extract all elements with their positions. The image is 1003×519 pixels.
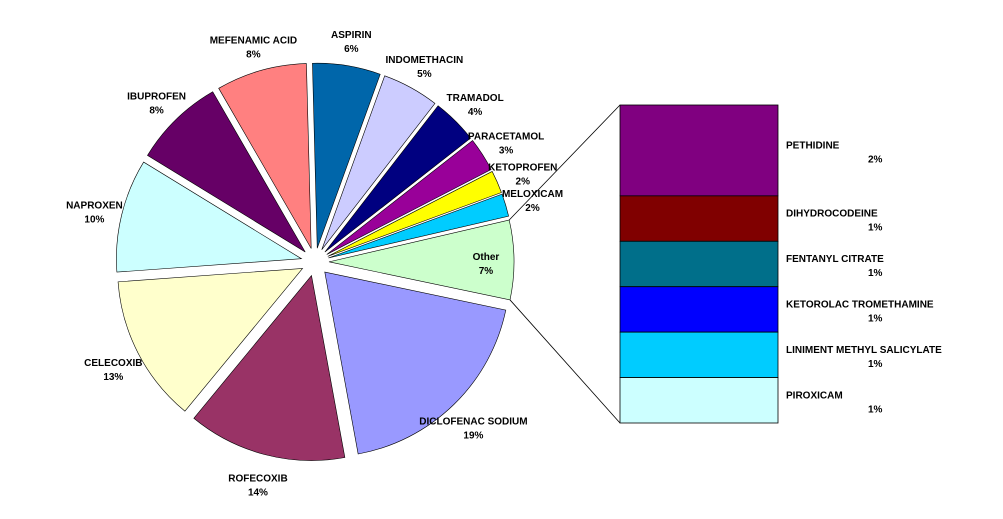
slice-name: Other xyxy=(473,252,500,263)
bar-label: PIROXICAM 1% xyxy=(786,390,883,415)
pie-slice xyxy=(117,268,304,412)
bar-name: LINIMENT METHYL SALICYLATE xyxy=(786,345,942,356)
slice-value: 3% xyxy=(499,145,514,156)
slice-name: ROFECOXIB xyxy=(228,474,287,485)
bar-name: DIHYDROCODEINE xyxy=(786,209,878,220)
connector xyxy=(508,104,621,221)
bar-value: 1% xyxy=(868,404,883,415)
pie-slice xyxy=(326,140,492,255)
slice-value: 7% xyxy=(479,266,494,277)
slice-value: 2% xyxy=(516,177,531,188)
bar-label: KETOROLAC TROMETHAMINE 1% xyxy=(786,299,934,324)
bar-segment xyxy=(619,331,779,378)
bar-name: KETOROLAC TROMETHAMINE xyxy=(786,299,934,310)
bar-label: DIHYDROCODEINE 1% xyxy=(786,209,883,234)
pie-slice xyxy=(321,75,436,250)
slice-value: 4% xyxy=(468,107,483,118)
bar-label: LINIMENT METHYL SALICYLATE 1% xyxy=(786,345,942,370)
pie-slice xyxy=(147,91,306,253)
slice-label: ASPIRIN 6% xyxy=(331,30,372,55)
slice-label: KETOPROFEN 2% xyxy=(488,163,557,188)
slice-name: NAPROXEN xyxy=(66,200,123,211)
slice-label: PARACETAMOL 3% xyxy=(468,131,544,156)
slice-name: TRAMADOL xyxy=(446,93,503,104)
slice-value: 5% xyxy=(417,69,432,80)
bar-value: 1% xyxy=(868,223,883,234)
slice-label: IBUPROFEN 8% xyxy=(127,91,186,116)
slice-name: ASPIRIN xyxy=(331,30,372,41)
bar-value: 2% xyxy=(868,154,883,165)
slice-label: TRAMADOL 4% xyxy=(446,93,503,118)
pie-slice xyxy=(312,62,381,249)
slice-value: 14% xyxy=(248,488,268,499)
pie-slice xyxy=(327,171,502,257)
pie-slice xyxy=(324,271,507,455)
bar-label: FENTANYL CITRATE 1% xyxy=(786,254,884,279)
bar-segment xyxy=(619,377,779,424)
slice-label: NAPROXEN 10% xyxy=(66,200,123,225)
slice-name: CELECOXIB xyxy=(84,358,142,369)
bar-segment xyxy=(619,240,779,288)
slice-value: 10% xyxy=(84,214,104,225)
bar-value: 1% xyxy=(868,359,883,370)
bar-value: 1% xyxy=(868,313,883,324)
pie-slice xyxy=(193,274,346,461)
slice-label: Other 7% xyxy=(473,252,500,277)
slice-name: IBUPROFEN xyxy=(127,91,186,102)
slice-name: INDOMETHACIN xyxy=(386,55,464,66)
bar-name: FENTANYL CITRATE xyxy=(786,254,884,265)
slice-label: MELOXICAM 2% xyxy=(502,189,563,214)
bar-value: 1% xyxy=(868,268,883,279)
slice-name: PARACETAMOL xyxy=(468,131,544,142)
slice-label: MEFENAMIC ACID 8% xyxy=(210,36,297,61)
bar-segment xyxy=(619,195,779,242)
pie-slice xyxy=(328,193,509,259)
slice-value: 19% xyxy=(463,431,483,442)
slice-label: CELECOXIB 13% xyxy=(84,358,142,383)
slice-label: DICLOFENAC SODIUM 19% xyxy=(419,417,527,442)
bar-name: PETHIDINE xyxy=(786,140,840,151)
connector xyxy=(509,299,621,424)
pie-slice xyxy=(218,63,312,249)
slice-name: DICLOFENAC SODIUM xyxy=(419,417,527,428)
bar-label: PETHIDINE 2% xyxy=(786,140,883,165)
slice-value: 13% xyxy=(103,372,123,383)
slice-value: 2% xyxy=(525,203,540,214)
slice-value: 8% xyxy=(149,105,164,116)
slice-label: ROFECOXIB 14% xyxy=(228,474,287,499)
slice-name: MEFENAMIC ACID xyxy=(210,36,297,47)
bar-segment xyxy=(619,286,779,333)
slice-value: 6% xyxy=(344,44,359,55)
pie-slice xyxy=(328,219,515,301)
pie-slice xyxy=(324,105,472,253)
slice-label: INDOMETHACIN 5% xyxy=(386,55,464,80)
slice-name: MELOXICAM xyxy=(502,189,563,200)
bar-name: PIROXICAM xyxy=(786,390,843,401)
bar-segment xyxy=(619,104,779,197)
pie-slice xyxy=(116,161,303,273)
slice-value: 8% xyxy=(246,50,261,61)
slice-name: KETOPROFEN xyxy=(488,163,557,174)
